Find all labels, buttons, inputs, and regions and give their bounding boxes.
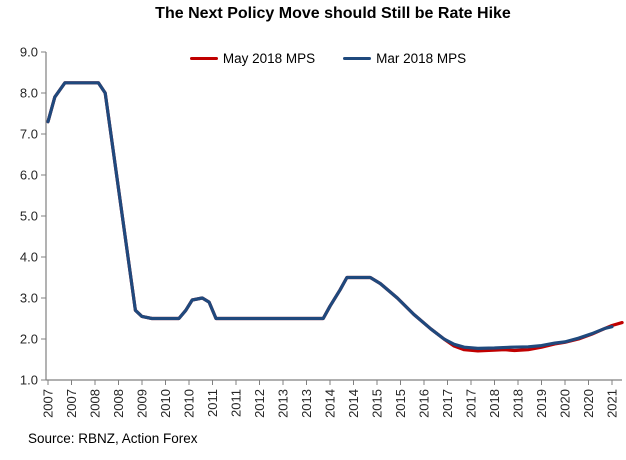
x-axis-label: 2011	[229, 389, 244, 417]
x-axis-label: 2012	[252, 389, 267, 418]
legend-line-mar-icon	[343, 56, 372, 61]
y-axis-label: 2.0	[20, 332, 38, 347]
x-axis-label: 2007	[64, 389, 79, 418]
x-axis-label: 2016	[417, 389, 432, 418]
x-axis-label: 2020	[558, 389, 573, 418]
y-axis-label: 9.0	[20, 45, 38, 60]
x-axis-label: 2018	[511, 389, 526, 418]
x-axis-label: 2008	[111, 389, 126, 418]
y-axis-label: 4.0	[20, 250, 38, 265]
x-axis-label: 2011	[205, 389, 220, 417]
legend-item-may-2018-mps: May 2018 MPS	[189, 51, 316, 66]
legend-label-mar-2018-mps: Mar 2018 MPS	[376, 51, 467, 66]
x-axis-label: 2010	[158, 389, 173, 418]
series-line-mar-2018-mps	[46, 81, 614, 350]
x-axis-label: 2020	[581, 389, 596, 418]
legend-item-mar-2018-mps: Mar 2018 MPS	[343, 51, 466, 66]
x-axis-label: 2019	[534, 389, 549, 418]
x-axis-label: 2015	[393, 389, 408, 418]
x-axis-label: 2008	[88, 389, 103, 418]
legend: May 2018 MPS Mar 2018 MPS	[30, 51, 626, 66]
x-axis-label: 2021	[605, 389, 620, 418]
y-axis-label: 3.0	[20, 291, 38, 306]
x-axis-label: 2014	[346, 389, 361, 418]
x-axis-label: 2015	[370, 389, 385, 418]
x-axis-label: 2017	[440, 389, 455, 418]
y-axis-label: 6.0	[20, 168, 38, 183]
x-axis-label: 2009	[135, 389, 150, 418]
source-note: Source: RBNZ, Action Forex	[28, 431, 198, 446]
x-axis-label: 2007	[41, 389, 56, 418]
x-axis-label: 2013	[276, 389, 291, 418]
y-axis-label: 8.0	[20, 86, 38, 101]
x-axis-label: 2014	[323, 389, 338, 418]
x-axis-label: 2013	[299, 389, 314, 418]
x-axis-label: 2017	[464, 389, 479, 418]
x-axis-label: 2010	[182, 389, 197, 418]
y-axis-label: 5.0	[20, 209, 38, 224]
y-axis-label: 1.0	[20, 373, 38, 388]
x-axis-label: 2018	[487, 389, 502, 418]
chart-title: The Next Policy Move should Still be Rat…	[155, 5, 511, 22]
legend-line-may-icon	[189, 56, 218, 61]
y-axis-label: 7.0	[20, 127, 38, 142]
legend-label-may-2018-mps: May 2018 MPS	[222, 51, 316, 66]
